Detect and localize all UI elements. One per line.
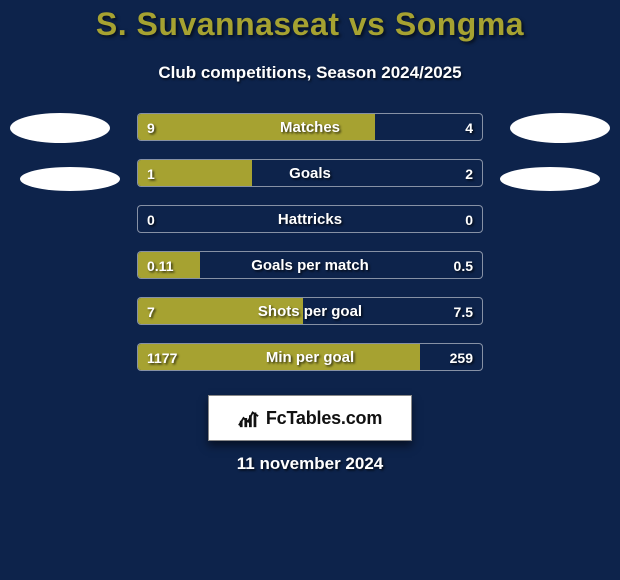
stat-bar-track: 7 Shots per goal 7.5 <box>137 297 483 325</box>
stat-bar-track: 9 Matches 4 <box>137 113 483 141</box>
stat-right-value: 0.5 <box>454 252 473 279</box>
stat-row: 0.11 Goals per match 0.5 <box>0 251 620 279</box>
stat-bar-left-fill <box>138 114 375 140</box>
stat-right-value: 4 <box>465 114 473 141</box>
brand-watermark: FcTables.com <box>208 395 412 441</box>
stat-right-value: 0 <box>465 206 473 233</box>
brand-chart-icon <box>238 407 260 429</box>
stat-bar-track: 0.11 Goals per match 0.5 <box>137 251 483 279</box>
stat-left-value: 0 <box>147 206 155 233</box>
stat-bar-left-fill <box>138 252 200 278</box>
stat-row: 1 Goals 2 <box>0 159 620 187</box>
page-title: S. Suvannaseat vs Songma <box>0 0 620 43</box>
stat-bar-track: 0 Hattricks 0 <box>137 205 483 233</box>
stat-bar-track: 1177 Min per goal 259 <box>137 343 483 371</box>
stat-row: 9 Matches 4 <box>0 113 620 141</box>
stat-bar-track: 1 Goals 2 <box>137 159 483 187</box>
stat-label: Hattricks <box>138 206 482 233</box>
comparison-chart: 9 Matches 4 1 Goals 2 0 Hattricks 0 0.11… <box>0 113 620 371</box>
stat-bar-left-fill <box>138 298 303 324</box>
stat-right-value: 259 <box>450 344 473 371</box>
stat-bar-left-fill <box>138 160 252 186</box>
stat-bar-left-fill <box>138 344 420 370</box>
snapshot-date: 11 november 2024 <box>0 454 620 474</box>
stat-row: 0 Hattricks 0 <box>0 205 620 233</box>
stat-right-value: 7.5 <box>454 298 473 325</box>
stat-row: 7 Shots per goal 7.5 <box>0 297 620 325</box>
stat-row: 1177 Min per goal 259 <box>0 343 620 371</box>
page-subtitle: Club competitions, Season 2024/2025 <box>0 63 620 83</box>
stat-right-value: 2 <box>465 160 473 187</box>
brand-text: FcTables.com <box>266 408 382 429</box>
